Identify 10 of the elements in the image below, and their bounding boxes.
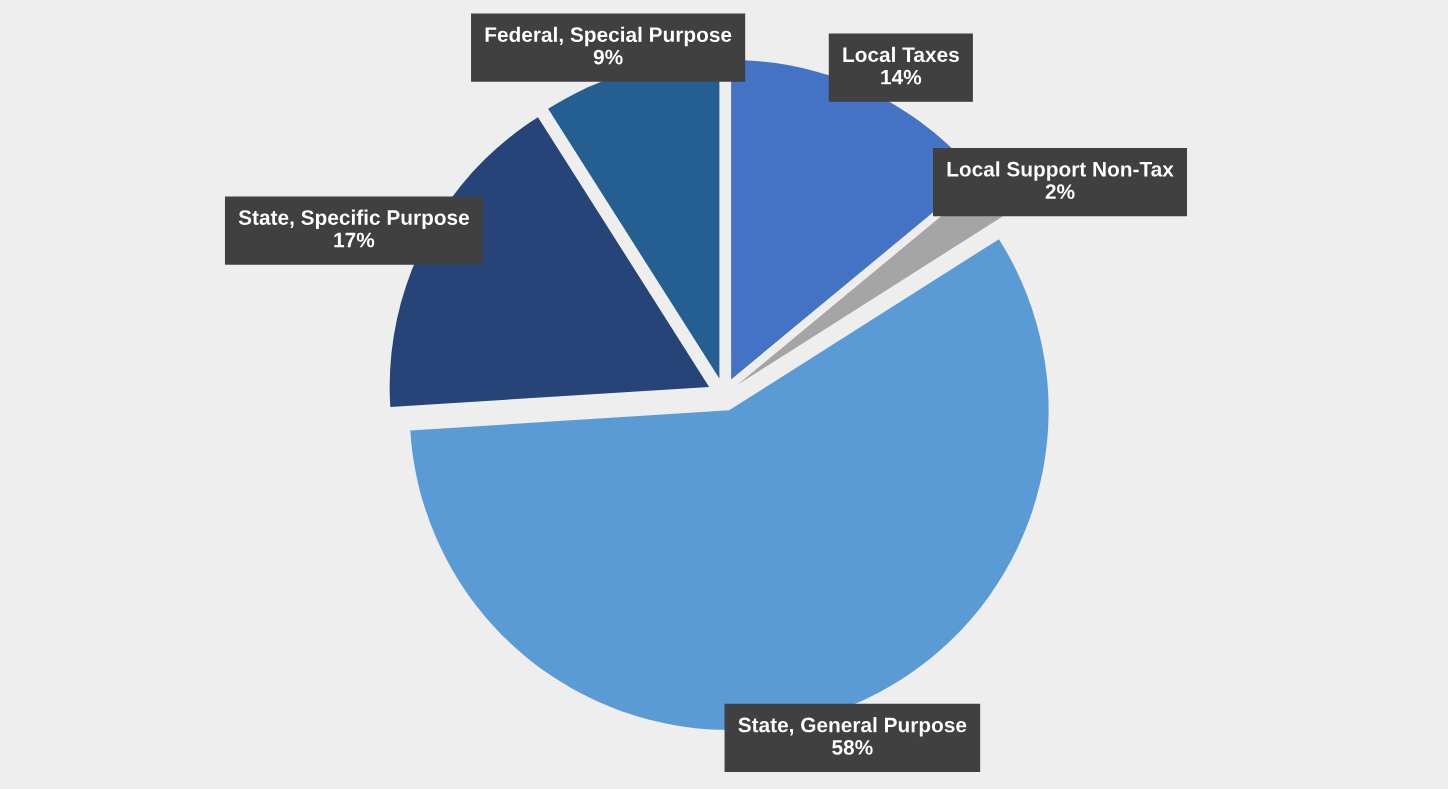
slice-label: Local Taxes [843,46,959,63]
slice-label: Local Support Non-Tax [947,161,1174,181]
data-label: 2% [1045,184,1075,199]
slice-label: Federal, Special Purpose [485,26,732,47]
slice-label: State, General Purpose [738,717,967,737]
data-label: 17% [334,232,375,248]
data-label: 58% [832,740,873,755]
slice-label: State, Specific Purpose [238,209,470,230]
data-label: 14% [881,69,922,85]
data-label: 9% [593,49,623,65]
